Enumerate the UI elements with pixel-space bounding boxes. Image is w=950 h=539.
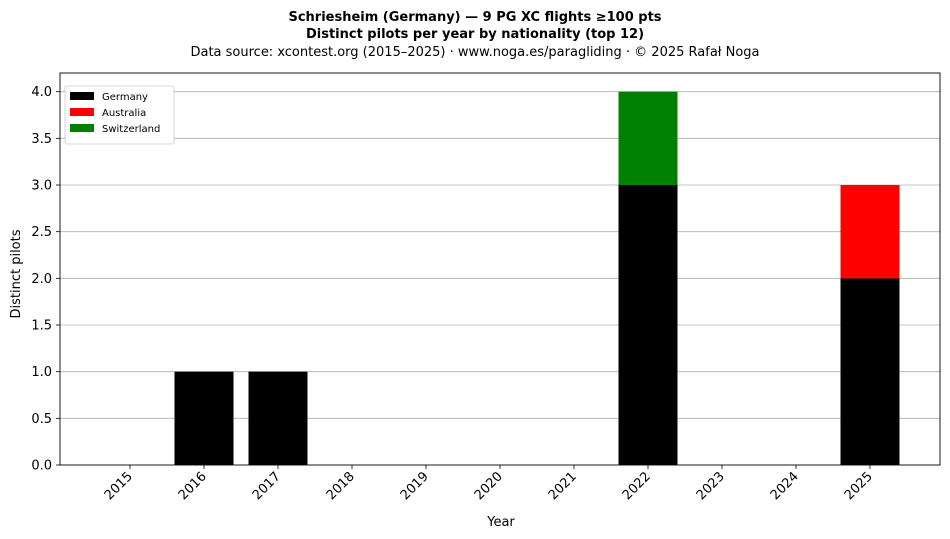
x-tick-label: 2023 bbox=[694, 469, 728, 503]
y-tick-label: 0.5 bbox=[31, 412, 52, 427]
bar-germany-2025 bbox=[840, 278, 900, 465]
legend-label-germany: Germany bbox=[102, 92, 148, 103]
chart-subtitle: Distinct pilots per year by nationality … bbox=[306, 27, 644, 42]
bar-germany-2016 bbox=[174, 371, 234, 465]
y-tick-label: 4.0 bbox=[31, 85, 52, 100]
bar-australia-2025 bbox=[840, 185, 900, 279]
legend-swatch-switzerland bbox=[70, 124, 94, 132]
y-tick-label: 1.0 bbox=[31, 365, 52, 380]
bar-germany-2017 bbox=[248, 371, 308, 465]
y-tick-label: 2.5 bbox=[31, 225, 52, 240]
y-tick-label: 2.0 bbox=[31, 272, 52, 287]
legend: Germany Australia Switzerland bbox=[64, 85, 175, 145]
x-tick-label: 2019 bbox=[398, 469, 432, 503]
x-axis-label: Year bbox=[486, 515, 515, 530]
y-tick-label: 1.5 bbox=[31, 319, 52, 334]
y-tick-label: 0.0 bbox=[31, 459, 52, 474]
x-tick-label: 2017 bbox=[250, 469, 284, 503]
x-tick-label: 2024 bbox=[768, 469, 802, 503]
grid-lines bbox=[60, 91, 940, 419]
x-tick-label: 2020 bbox=[472, 469, 506, 503]
legend-swatch-australia bbox=[70, 108, 94, 116]
bar-germany-2022 bbox=[618, 185, 678, 465]
y-tick-label: 3.0 bbox=[31, 179, 52, 194]
x-tick-label: 2025 bbox=[842, 469, 876, 503]
x-tick-label: 2015 bbox=[102, 469, 136, 503]
bars bbox=[174, 91, 900, 465]
x-tick-label: 2016 bbox=[176, 469, 210, 503]
y-axis-label: Distinct pilots bbox=[9, 229, 24, 318]
legend-swatch-germany bbox=[70, 92, 94, 100]
legend-label-switzerland: Switzerland bbox=[102, 124, 160, 135]
chart-title: Schriesheim (Germany) — 9 PG XC flights … bbox=[288, 10, 661, 25]
x-tick-label: 2018 bbox=[324, 469, 358, 503]
chart-source-line: Data source: xcontest.org (2015–2025) · … bbox=[190, 45, 759, 60]
bar-switzerland-2022 bbox=[618, 91, 678, 185]
legend-label-australia: Australia bbox=[102, 108, 146, 119]
x-tick-label: 2021 bbox=[546, 469, 580, 503]
x-tick-label: 2022 bbox=[620, 469, 654, 503]
y-tick-label: 3.5 bbox=[31, 132, 52, 147]
